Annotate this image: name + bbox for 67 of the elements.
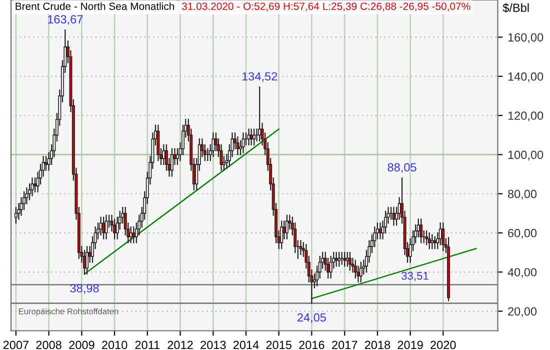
candlestick <box>285 214 288 240</box>
y-tick-label: 20,00 <box>508 307 537 317</box>
candlestick <box>250 128 253 146</box>
candlestick <box>162 144 166 165</box>
candlestick <box>156 124 160 162</box>
candlestick <box>420 218 423 244</box>
candlestick <box>430 234 434 250</box>
y-tick-label: 100,00 <box>508 150 544 160</box>
x-tick-label: 2018 <box>364 340 390 350</box>
x-tick-label: 2010 <box>102 340 128 350</box>
candlestick <box>99 216 102 236</box>
candlestick <box>359 262 362 282</box>
candlestick <box>113 218 116 240</box>
candlestick <box>14 206 18 224</box>
annotation: 38,98 <box>70 284 99 294</box>
x-tick-label: 2017 <box>332 340 358 350</box>
annotation: 163,67 <box>48 15 83 25</box>
x-tick-label: 2020 <box>430 340 456 350</box>
candlestick <box>329 256 332 278</box>
y-tick-label: 160,00 <box>508 33 544 43</box>
candlestick <box>338 252 341 267</box>
candlestick <box>354 260 357 278</box>
candlestick <box>280 220 284 250</box>
annotation: Europäische Rohstoffdaten <box>18 308 118 316</box>
candlestick <box>34 178 37 192</box>
x-tick-label: 2008 <box>36 340 62 350</box>
y-tick-label: 140,00 <box>508 72 544 82</box>
candlestick <box>252 128 256 146</box>
candlestick <box>247 128 250 146</box>
candlestick <box>104 214 108 240</box>
ref-line-label: 33,51 <box>402 272 428 282</box>
annotation: 24,05 <box>298 313 326 324</box>
candlestick <box>392 206 396 226</box>
chart-title: Brent Crude - North Sea Monatlich <box>16 2 174 10</box>
y-tick-label: 60,00 <box>508 228 537 239</box>
y-tick-label: 40,00 <box>508 268 537 278</box>
x-tick-label: 2016 <box>299 340 324 350</box>
x-tick-label: 2012 <box>168 340 193 350</box>
candlestick <box>348 252 352 271</box>
candlestick <box>236 136 240 156</box>
candlestick <box>212 132 215 158</box>
candlestick <box>170 148 174 177</box>
candlestick <box>30 178 34 196</box>
candlestick <box>425 230 428 246</box>
annotation: 134,52 <box>242 72 278 82</box>
x-tick-label: 2013 <box>200 340 226 350</box>
candlestick <box>86 246 89 275</box>
candlestick <box>428 232 431 250</box>
x-tick-label: 2014 <box>233 340 259 350</box>
candlestick <box>378 222 382 240</box>
candlestick <box>102 216 106 240</box>
candlestick <box>343 252 346 267</box>
x-tick-label: 2011 <box>135 340 160 350</box>
y-tick-label: 80,00 <box>508 190 537 200</box>
candlestick <box>132 226 136 244</box>
y-tick-label: 120,00 <box>508 112 544 122</box>
candlestick <box>242 132 245 154</box>
candlestick <box>442 222 445 252</box>
annotation: 88,05 <box>388 163 416 173</box>
x-tick-label: 2019 <box>398 340 423 350</box>
y-axis-title: $/Bbl <box>502 3 529 13</box>
candlestick <box>299 240 302 255</box>
chart-subtitle: 31.03.2020 - O:52,69 H:57,64 L:25,39 C:26,88 -26,95 -50,07% <box>182 2 470 12</box>
candlestick <box>258 86 262 142</box>
x-tick-label: 2009 <box>69 340 94 350</box>
x-tick-label: 2007 <box>3 340 28 350</box>
x-tick-label: 2015 <box>266 340 292 350</box>
